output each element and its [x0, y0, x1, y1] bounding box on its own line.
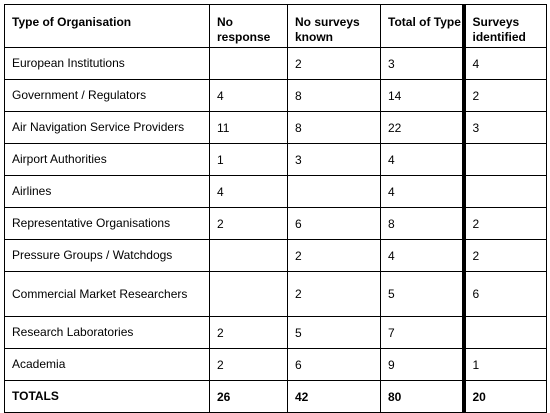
- surveys-identified-cell: 2: [461, 239, 547, 272]
- organisation-type-cell: Air Navigation Service Providers: [4, 111, 210, 144]
- no-surveys-known-cell: 2: [287, 239, 381, 272]
- no-response-cell: [209, 239, 288, 272]
- total-of-type-cell: 8: [380, 207, 464, 240]
- organisation-type-cell: Airlines: [4, 175, 210, 208]
- no-surveys-known-cell: 2: [287, 271, 381, 317]
- total-of-type-cell: 5: [380, 271, 464, 317]
- surveys-identified-cell: 1: [461, 348, 547, 381]
- totals-row: TOTALS 26 42 80 20: [4, 380, 547, 413]
- surveys-identified-cell: [461, 143, 547, 176]
- no-surveys-known-cell: 5: [287, 316, 381, 349]
- total-of-type-cell: 4: [380, 175, 464, 208]
- surveys-identified-cell: [461, 316, 547, 349]
- no-response-cell: 11: [209, 111, 288, 144]
- no-surveys-known-cell: 3: [287, 143, 381, 176]
- table-header-row: Type of Organisation No response No surv…: [4, 4, 547, 48]
- organisation-type-cell: Pressure Groups / Watchdogs: [4, 239, 210, 272]
- table-row: Commercial Market Researchers 2 5 6: [4, 271, 547, 317]
- total-surveys-identified: 20: [461, 380, 547, 413]
- table-row: Representative Organisations 2 6 8 2: [4, 207, 547, 240]
- organisation-type-cell: Government / Regulators: [4, 79, 210, 112]
- organisation-type-cell: Airport Authorities: [4, 143, 210, 176]
- no-response-cell: 1: [209, 143, 288, 176]
- survey-summary-table: Type of Organisation No response No surv…: [4, 4, 547, 413]
- table-row: Pressure Groups / Watchdogs 2 4 2: [4, 239, 547, 272]
- no-surveys-known-cell: 8: [287, 111, 381, 144]
- organisation-type-cell: European Institutions: [4, 47, 210, 80]
- no-response-cell: 2: [209, 316, 288, 349]
- header-total-of-type: Total of Type: [380, 4, 464, 48]
- no-response-cell: [209, 271, 288, 317]
- totals-label: TOTALS: [4, 380, 210, 413]
- table-row: Academia 2 6 9 1: [4, 348, 547, 381]
- no-response-cell: 2: [209, 348, 288, 381]
- table-row: Airlines 4 4: [4, 175, 547, 208]
- no-response-cell: 2: [209, 207, 288, 240]
- surveys-identified-cell: [461, 175, 547, 208]
- no-surveys-known-cell: 6: [287, 207, 381, 240]
- header-surveys-identified: Surveys identified: [461, 4, 547, 48]
- no-surveys-known-cell: 2: [287, 47, 381, 80]
- header-no-response: No response: [209, 4, 288, 48]
- surveys-identified-cell: 6: [461, 271, 547, 317]
- header-type-of-organisation: Type of Organisation: [4, 4, 210, 48]
- total-of-type-cell: 9: [380, 348, 464, 381]
- no-surveys-known-cell: 6: [287, 348, 381, 381]
- organisation-type-cell: Research Laboratories: [4, 316, 210, 349]
- table-row: Government / Regulators 4 8 14 2: [4, 79, 547, 112]
- no-response-cell: 4: [209, 79, 288, 112]
- table-row: Air Navigation Service Providers 11 8 22…: [4, 111, 547, 144]
- total-no-response: 26: [209, 380, 288, 413]
- total-of-type-cell: 22: [380, 111, 464, 144]
- table-row: Research Laboratories 2 5 7: [4, 316, 547, 349]
- organisation-type-cell: Commercial Market Researchers: [4, 271, 210, 317]
- surveys-identified-cell: 3: [461, 111, 547, 144]
- surveys-identified-cell: 4: [461, 47, 547, 80]
- surveys-identified-cell: 2: [461, 207, 547, 240]
- organisation-type-cell: Representative Organisations: [4, 207, 210, 240]
- no-response-cell: [209, 47, 288, 80]
- header-no-surveys-known: No surveys known: [287, 4, 381, 48]
- total-of-type-cell: 4: [380, 239, 464, 272]
- total-of-type-cell: 7: [380, 316, 464, 349]
- total-no-surveys-known: 42: [287, 380, 381, 413]
- table-row: European Institutions 2 3 4: [4, 47, 547, 80]
- total-of-type-cell: 3: [380, 47, 464, 80]
- no-surveys-known-cell: [287, 175, 381, 208]
- no-response-cell: 4: [209, 175, 288, 208]
- organisation-type-cell: Academia: [4, 348, 210, 381]
- table-row: Airport Authorities 1 3 4: [4, 143, 547, 176]
- total-of-type-sum: 80: [380, 380, 464, 413]
- no-surveys-known-cell: 8: [287, 79, 381, 112]
- total-of-type-cell: 4: [380, 143, 464, 176]
- surveys-identified-cell: 2: [461, 79, 547, 112]
- total-of-type-cell: 14: [380, 79, 464, 112]
